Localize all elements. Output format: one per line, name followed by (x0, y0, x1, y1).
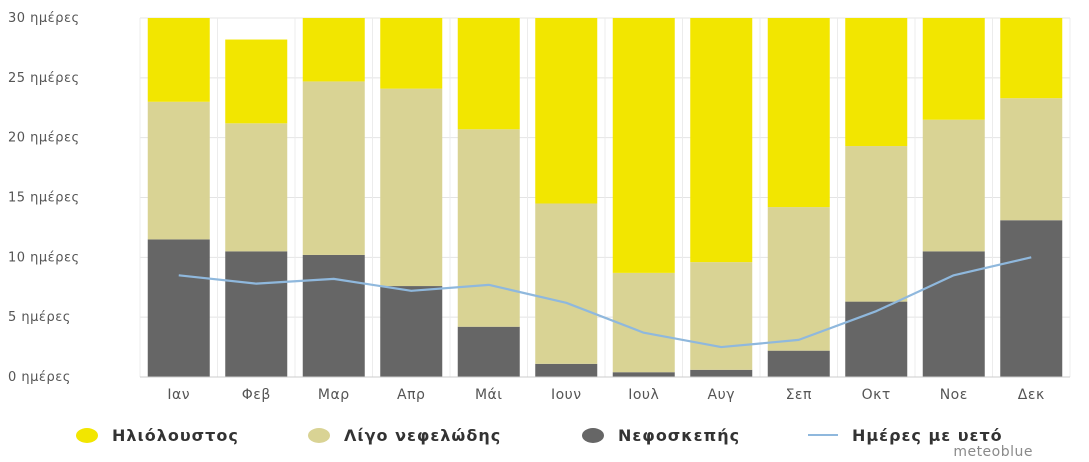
legend-label-overcast: Νεφοσκεπής (618, 425, 741, 445)
bar-segment (380, 18, 443, 89)
y-tick-label: 15 ημέρες (8, 191, 80, 206)
credit-meteoblue: meteoblue (953, 444, 1033, 460)
y-tick-label: 10 ημέρες (8, 250, 80, 265)
x-tick-label: Οκτ (862, 387, 891, 403)
legend-swatch-rain-days (808, 434, 838, 436)
line-series (178, 256, 1032, 349)
legend-swatch-sunny (76, 427, 98, 443)
bar-segment (457, 129, 520, 327)
legend-item-rain-days[interactable]: Ημέρες με υετό (808, 420, 1003, 450)
bar-segment (767, 350, 830, 377)
bar-segment (535, 363, 598, 377)
bar-segment (690, 262, 753, 370)
bar-segment (612, 272, 675, 373)
legend-swatch-overcast (582, 427, 604, 443)
bar-segment (845, 301, 908, 377)
rain-days-line (178, 256, 1032, 349)
x-tick-label: Απρ (397, 387, 425, 403)
bar-segment (767, 207, 830, 351)
x-tick-label: Ιαν (167, 387, 190, 403)
bar-segment (1000, 220, 1063, 377)
x-axis: Ιαν Φεβ Μαρ Απρ Μάι Ιουν Ιουλ Αυγ Σεπ Οκτ Νοε Δεκ (140, 376, 1070, 403)
legend-label-sunny: Ηλιόλουστος (112, 425, 239, 445)
bar-segment (535, 18, 598, 204)
bar-segment (457, 326, 520, 377)
y-tick-label: 25 ημέρες (8, 71, 80, 86)
bar-segment (225, 251, 288, 377)
x-tick-label: Φεβ (242, 387, 271, 403)
bar-segment (302, 254, 365, 377)
x-tick-label: Ιουλ (628, 387, 659, 403)
bar-segment (922, 18, 985, 120)
x-tick-label: Ιουν (551, 387, 582, 403)
y-axis: 0 ημέρες 5 ημέρες 10 ημέρες 15 ημέρες 20 ημέ… (8, 11, 80, 385)
bar-segment (690, 18, 753, 263)
y-tick-label: 0 ημέρες (8, 370, 71, 385)
y-tick-label: 30 ημέρες (8, 11, 80, 26)
bar-segment (845, 146, 908, 302)
legend-item-partly-cloudy[interactable]: Λίγο νεφελώδης (308, 420, 501, 450)
bar-segment (612, 372, 675, 377)
bar-segment (845, 18, 908, 147)
bar-segment (380, 88, 443, 287)
bar-segment (225, 123, 288, 252)
bar-segment (922, 119, 985, 252)
bar-segment (147, 101, 210, 240)
bar-segment (535, 203, 598, 364)
bars (147, 18, 1063, 377)
bar-segment (457, 18, 520, 130)
x-tick-label: Σεπ (786, 387, 812, 403)
legend: Ηλιόλουστος Λίγο νεφελώδης Νεφοσκεπής Ημ… (0, 420, 1089, 450)
bar-segment (380, 286, 443, 377)
bar-segment (147, 239, 210, 377)
y-tick-label: 5 ημέρες (8, 310, 71, 325)
x-tick-label: Νοε (940, 387, 968, 403)
bar-segment (147, 18, 210, 102)
legend-label-partly-cloudy: Λίγο νεφελώδης (344, 425, 502, 445)
x-tick-label: Δεκ (1018, 387, 1045, 403)
legend-swatch-partly-cloudy (308, 427, 330, 443)
legend-item-sunny[interactable]: Ηλιόλουστος (76, 420, 239, 450)
bar-segment (1000, 98, 1063, 221)
x-tick-label: Μάι (475, 387, 503, 403)
bar-segment (1000, 18, 1063, 99)
bar-segment (302, 81, 365, 255)
bar-segment (690, 369, 753, 377)
x-tick-label: Μαρ (318, 387, 350, 403)
chart: 0 ημέρες 5 ημέρες 10 ημέρες 15 ημέρες 20 ημέ… (8, 11, 1071, 403)
bar-segment (612, 18, 675, 273)
bar-segment (225, 39, 288, 124)
x-tick-label: Αυγ (708, 387, 735, 403)
legend-label-rain-days: Ημέρες με υετό (852, 425, 1003, 445)
bar-segment (922, 251, 985, 377)
y-tick-label: 20 ημέρες (8, 131, 80, 146)
bar-segment (302, 18, 365, 82)
legend-item-overcast[interactable]: Νεφοσκεπής (582, 420, 740, 450)
bar-segment (767, 18, 830, 208)
